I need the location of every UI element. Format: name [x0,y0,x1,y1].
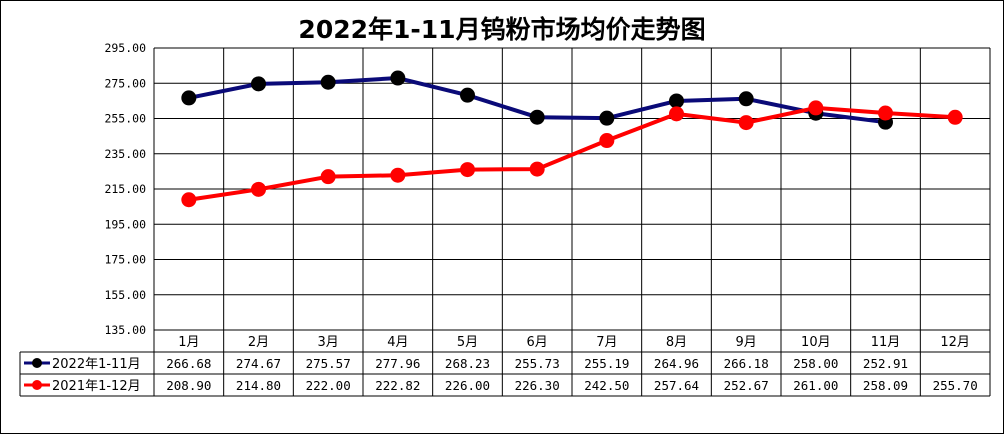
y-tick-label: 275.00 [104,76,146,90]
y-tick-label: 255.00 [104,112,146,126]
y-tick-label: 135.00 [104,323,146,337]
data-point-2 [599,133,615,149]
table-cell: 252.67 [724,378,769,393]
data-point-2 [320,169,336,185]
data-point-2 [808,100,824,116]
data-point-2 [251,181,266,197]
data-point-2 [181,192,197,208]
data-point-1 [669,93,684,109]
legend-marker-1 [32,358,42,368]
data-point-1 [181,90,197,106]
data-point-2 [947,109,963,125]
table-cell: 274.67 [236,356,281,371]
table-cell: 277.96 [375,356,420,371]
x-tick-label: 1月 [178,335,199,350]
data-point-2 [390,167,406,183]
data-point-1 [390,70,406,86]
chart-title: 2022年1-11月钨粉市场均价走势图 [298,15,706,44]
legend-label-1: 2022年1-11月 [52,357,141,372]
y-tick-label: 175.00 [104,253,146,267]
x-tick-label: 11月 [871,335,901,350]
table-cell: 255.70 [933,378,978,393]
table-cell: 261.00 [793,378,838,393]
table-cell: 214.80 [236,378,281,393]
x-tick-label: 4月 [387,335,408,350]
data-point-1 [251,76,266,92]
x-tick-label: 7月 [596,335,617,350]
table-cell: 255.19 [584,356,629,371]
x-tick-label: 10月 [801,335,831,350]
data-point-1 [320,74,336,90]
legend-label-2: 2021年1-12月 [52,379,141,394]
y-tick-label: 195.00 [104,217,146,231]
data-point-2 [878,105,893,121]
table-cell: 252.91 [863,356,908,371]
y-tick-label: 295.00 [104,41,146,55]
table-cell: 258.00 [793,356,838,371]
table-cell: 222.82 [375,378,420,393]
x-tick-label: 3月 [318,335,339,350]
data-point-1 [460,87,475,103]
y-tick-label: 215.00 [104,182,146,196]
data-point-2 [669,106,684,122]
x-tick-label: 8月 [666,335,687,350]
table-cell: 268.23 [445,356,490,371]
table-cell: 222.00 [306,378,351,393]
y-tick-label: 235.00 [104,147,146,161]
table-cell: 226.30 [515,378,560,393]
data-point-1 [599,110,615,126]
x-tick-label: 6月 [527,335,548,350]
x-tick-label: 9月 [736,335,757,350]
table-cell: 208.90 [166,378,211,393]
x-tick-label: 12月 [940,335,970,350]
table-cell: 266.68 [166,356,211,371]
table-cell: 275.57 [306,356,351,371]
table-cell: 266.18 [724,356,769,371]
legend-marker-2 [32,380,42,390]
table-cell: 257.64 [654,378,699,393]
data-point-2 [460,162,475,178]
table-cell: 264.96 [654,356,699,371]
table-cell: 255.73 [515,356,560,371]
table-cell: 258.09 [863,378,908,393]
table-cell: 226.00 [445,378,490,393]
x-tick-label: 2月 [248,335,269,350]
data-point-2 [738,115,754,131]
data-point-2 [529,161,545,177]
data-point-1 [529,109,545,125]
data-point-1 [738,91,754,107]
series-line-2 [188,105,956,202]
x-tick-label: 5月 [457,335,478,350]
table-cell: 242.50 [584,378,629,393]
y-tick-label: 155.00 [104,288,146,302]
